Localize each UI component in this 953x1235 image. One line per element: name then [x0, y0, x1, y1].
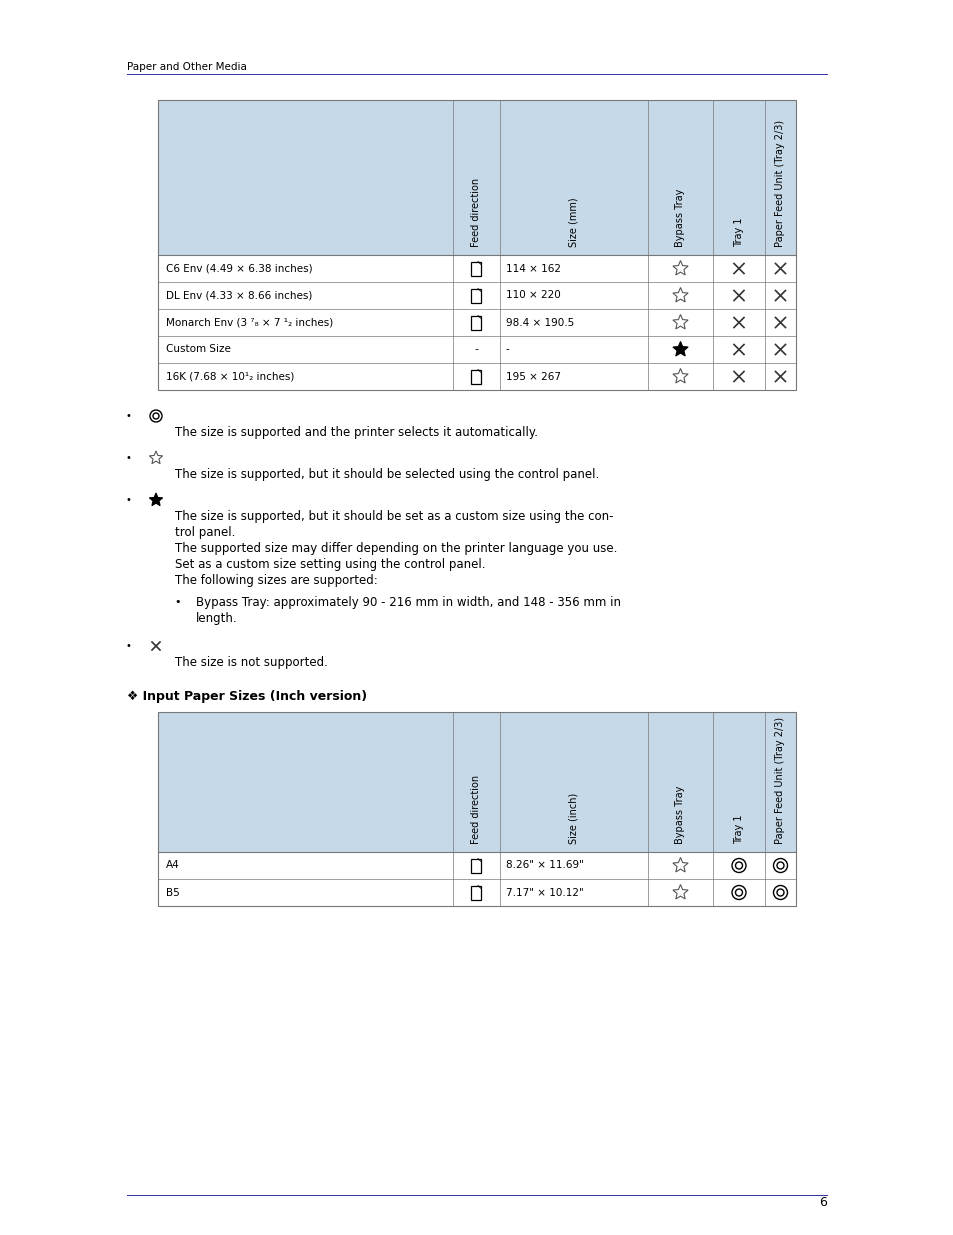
Text: -: -: [474, 345, 478, 354]
FancyBboxPatch shape: [471, 289, 481, 303]
Text: 7.17" × 10.12": 7.17" × 10.12": [505, 888, 583, 898]
Text: •: •: [125, 495, 131, 505]
Text: •: •: [125, 411, 131, 421]
Text: The size is supported, but it should be set as a custom size using the con-: The size is supported, but it should be …: [174, 510, 613, 522]
Text: Size (inch): Size (inch): [568, 793, 578, 844]
Bar: [158, 100, 795, 254]
Bar: [158, 713, 795, 906]
FancyBboxPatch shape: [471, 262, 481, 275]
Text: Bypass Tray: approximately 90 - 216 mm in width, and 148 - 356 mm in: Bypass Tray: approximately 90 - 216 mm i…: [195, 597, 620, 609]
Text: Feed direction: Feed direction: [471, 178, 481, 247]
Text: Size (mm): Size (mm): [568, 198, 578, 247]
Text: ❖ Input Paper Sizes (Inch version): ❖ Input Paper Sizes (Inch version): [127, 690, 367, 703]
Polygon shape: [672, 342, 687, 356]
Text: Bypass Tray: Bypass Tray: [675, 189, 685, 247]
Text: Tray 1: Tray 1: [733, 815, 743, 844]
FancyBboxPatch shape: [471, 369, 481, 384]
Text: A4: A4: [166, 861, 179, 871]
Text: 8.26" × 11.69": 8.26" × 11.69": [505, 861, 583, 871]
Polygon shape: [150, 493, 163, 505]
Text: 110 × 220: 110 × 220: [505, 290, 560, 300]
Text: 16K (7.68 × 10¹₂ inches): 16K (7.68 × 10¹₂ inches): [166, 372, 294, 382]
Text: 6: 6: [819, 1195, 826, 1209]
Text: Feed direction: Feed direction: [471, 774, 481, 844]
Text: 114 × 162: 114 × 162: [505, 263, 560, 273]
Text: DL Env (4.33 × 8.66 inches): DL Env (4.33 × 8.66 inches): [166, 290, 312, 300]
Text: Set as a custom size setting using the control panel.: Set as a custom size setting using the c…: [174, 558, 485, 571]
FancyBboxPatch shape: [471, 315, 481, 330]
Text: Paper Feed Unit (Tray 2/3): Paper Feed Unit (Tray 2/3): [775, 120, 784, 247]
Text: length.: length.: [195, 613, 237, 625]
Bar: [158, 100, 795, 390]
Text: Bypass Tray: Bypass Tray: [675, 785, 685, 844]
Text: The supported size may differ depending on the printer language you use.: The supported size may differ depending …: [174, 542, 617, 555]
Text: trol panel.: trol panel.: [174, 526, 235, 538]
Text: 98.4 × 190.5: 98.4 × 190.5: [505, 317, 574, 327]
FancyBboxPatch shape: [471, 885, 481, 899]
Text: B5: B5: [166, 888, 179, 898]
Text: The size is not supported.: The size is not supported.: [174, 656, 328, 669]
Bar: [158, 713, 795, 852]
Text: Custom Size: Custom Size: [166, 345, 231, 354]
Text: •: •: [174, 597, 181, 606]
Text: Paper and Other Media: Paper and Other Media: [127, 62, 247, 72]
Text: Tray 1: Tray 1: [733, 217, 743, 247]
Text: The size is supported, but it should be selected using the control panel.: The size is supported, but it should be …: [174, 468, 598, 480]
Text: 195 × 267: 195 × 267: [505, 372, 560, 382]
Text: -: -: [505, 345, 509, 354]
Text: C6 Env (4.49 × 6.38 inches): C6 Env (4.49 × 6.38 inches): [166, 263, 313, 273]
Text: •: •: [125, 641, 131, 651]
FancyBboxPatch shape: [471, 858, 481, 872]
Text: The size is supported and the printer selects it automatically.: The size is supported and the printer se…: [174, 426, 537, 438]
Text: •: •: [125, 453, 131, 463]
Text: Paper Feed Unit (Tray 2/3): Paper Feed Unit (Tray 2/3): [775, 716, 784, 844]
Text: The following sizes are supported:: The following sizes are supported:: [174, 574, 377, 587]
Text: Monarch Env (3 ⁷₈ × 7 ¹₂ inches): Monarch Env (3 ⁷₈ × 7 ¹₂ inches): [166, 317, 333, 327]
